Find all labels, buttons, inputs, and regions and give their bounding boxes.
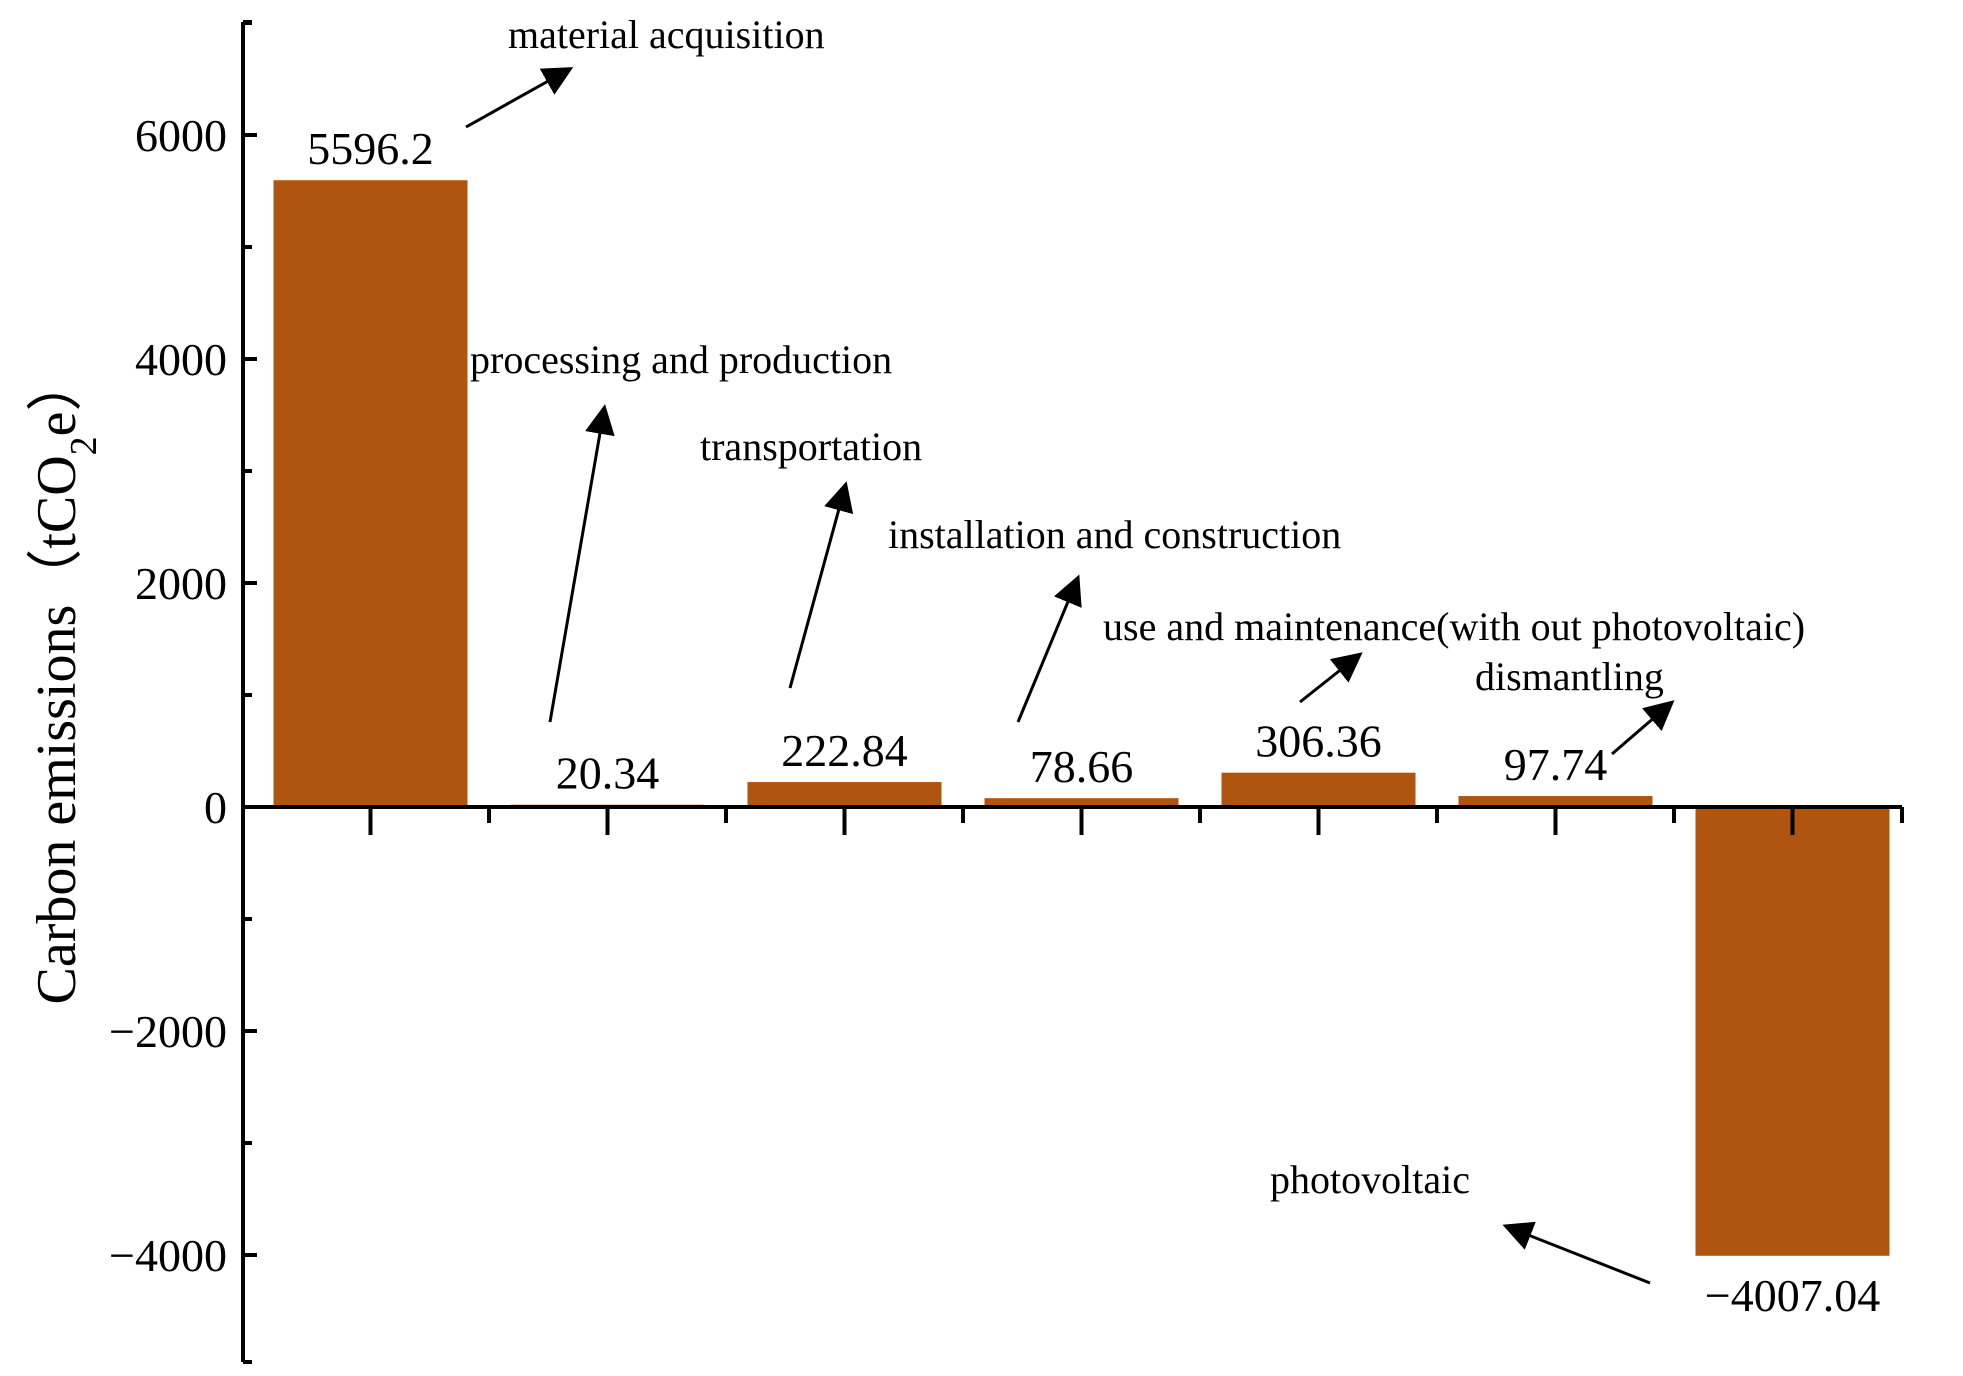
bar-1 (273, 180, 468, 808)
value-label-7: −4007.04 (1705, 1270, 1880, 1321)
value-label-4: 78.66 (1030, 741, 1134, 792)
annotation-photovoltaic: photovoltaic (1270, 1157, 1470, 1202)
y-axis: −4000 −2000 0 2000 4000 6000 (109, 20, 257, 1364)
y-tick-label: 2000 (135, 558, 227, 609)
y-tick-label: 4000 (135, 334, 227, 385)
bar-3 (747, 782, 942, 807)
bars (273, 180, 1890, 1256)
arrow-processing-and-production (548, 404, 615, 723)
arrow-transportation (788, 481, 854, 689)
annotation-dismantling: dismantling (1475, 654, 1664, 699)
bar-5 (1221, 772, 1416, 807)
arrow-use-and-maintenance (1299, 652, 1363, 704)
y-tick-label: −2000 (109, 1006, 227, 1057)
bar-6 (1458, 796, 1653, 807)
y-tick-label: −4000 (109, 1230, 227, 1281)
y-tick-label: 6000 (135, 110, 227, 161)
annotation-processing-and-production: processing and production (470, 337, 892, 382)
arrow-material-acquisition (465, 67, 574, 129)
arrow-photovoltaic (1502, 1221, 1651, 1285)
x-axis (243, 805, 1904, 835)
annotation-use-and-maintenance: use and maintenance(with out photovoltai… (1103, 604, 1805, 649)
annotation-installation-and-construction: installation and construction (888, 512, 1341, 557)
value-label-5: 306.36 (1255, 716, 1382, 767)
value-label-6: 97.74 (1504, 739, 1608, 790)
value-label-2: 20.34 (556, 748, 660, 799)
y-tick-label: 0 (204, 782, 227, 833)
y-axis-label: Carbon emissions（tCO2e） (26, 356, 105, 1005)
annotation-transportation: transportation (700, 424, 922, 469)
bar-4 (984, 798, 1179, 807)
value-label-1: 5596.2 (307, 123, 434, 174)
arrow-installation-and-construction (1016, 574, 1082, 723)
value-label-3: 222.84 (781, 725, 908, 776)
arrow-dismantling (1611, 700, 1675, 756)
category-annotations: material acquisition processing and prod… (465, 12, 1805, 1285)
annotation-material-acquisition: material acquisition (508, 12, 825, 57)
value-labels: 5596.2 20.34 222.84 78.66 306.36 97.74 −4007.0… (307, 123, 1880, 1321)
bar-7 (1695, 807, 1890, 1256)
